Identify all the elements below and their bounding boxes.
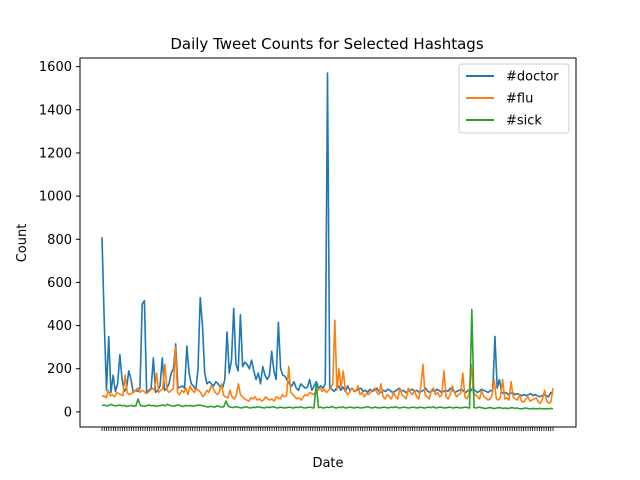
- y-tick-label: 1600: [39, 60, 72, 75]
- y-axis-label: Count: [15, 224, 30, 263]
- y-tick-label: 1200: [39, 146, 72, 161]
- legend-label-1: #flu: [506, 92, 533, 107]
- plot-lines: [101, 72, 554, 410]
- y-tick-label: 0: [64, 405, 72, 420]
- y-axis: 0 200 400 600 800 1000 1200 1400 1600: [39, 60, 80, 420]
- y-tick-label: 1000: [39, 190, 72, 205]
- y-tick-label: 400: [47, 319, 72, 334]
- x-axis-label: Date: [312, 456, 343, 471]
- series-line-2: [101, 308, 554, 410]
- series-line-1: [101, 319, 554, 405]
- plot-area-frame: [79, 57, 577, 428]
- legend: #doctor #flu #sick: [458, 63, 570, 134]
- legend-frame: [458, 63, 570, 134]
- y-tick-label: 1400: [39, 103, 72, 118]
- y-tick-label: 600: [47, 276, 72, 291]
- legend-label-0: #doctor: [506, 70, 559, 85]
- chart-title: Daily Tweet Counts for Selected Hashtags: [170, 35, 483, 53]
- legend-label-2: #sick: [506, 114, 542, 129]
- x-axis: [101, 427, 554, 431]
- y-tick-label: 200: [47, 362, 72, 377]
- y-tick-label: 800: [47, 233, 72, 248]
